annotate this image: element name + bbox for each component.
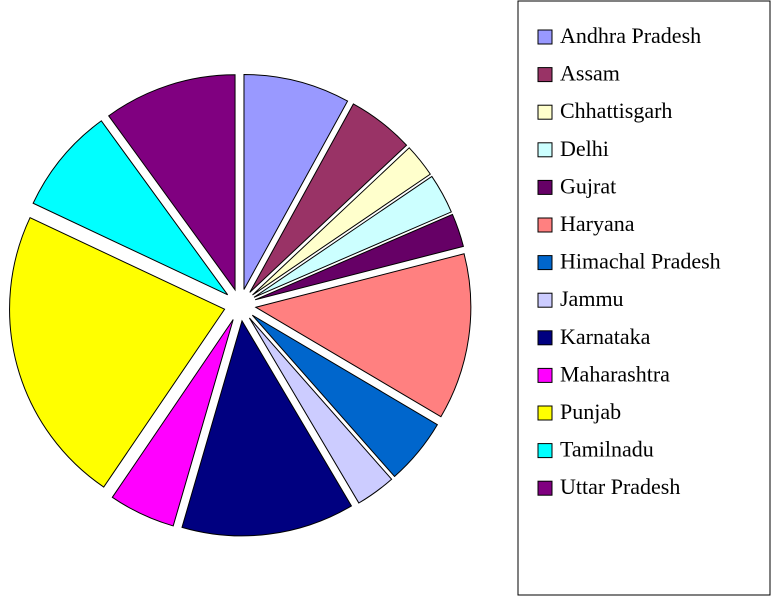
legend-swatch bbox=[537, 104, 553, 120]
pie-slice bbox=[252, 147, 432, 296]
legend-label: Haryana bbox=[560, 211, 635, 236]
legend-swatch bbox=[537, 405, 553, 421]
legend-label: Maharashtra bbox=[560, 361, 670, 386]
pie-slice bbox=[254, 213, 464, 301]
legend-label: Punjab bbox=[560, 399, 621, 424]
legend-label: Himachal Pradesh bbox=[560, 249, 721, 274]
pie-slice bbox=[253, 175, 452, 298]
pie-slice bbox=[111, 319, 234, 527]
legend-swatch bbox=[537, 67, 553, 83]
legend-swatch bbox=[537, 217, 553, 233]
legend-swatch bbox=[537, 29, 553, 45]
legend-swatch bbox=[537, 330, 553, 346]
legend-label: Jammu bbox=[560, 286, 624, 311]
pie-slice bbox=[181, 319, 353, 537]
pie-slice bbox=[107, 74, 236, 292]
legend-label: Assam bbox=[560, 61, 620, 86]
legend-swatch bbox=[537, 255, 553, 271]
pie-slice bbox=[254, 253, 472, 418]
pie-slice bbox=[32, 120, 229, 296]
pie-slice bbox=[251, 314, 439, 478]
pie-slice bbox=[9, 217, 226, 488]
legend-box bbox=[517, 0, 771, 596]
legend-label: Delhi bbox=[560, 136, 609, 161]
legend-label: Uttar Pradesh bbox=[560, 474, 680, 499]
legend-swatch bbox=[537, 292, 553, 308]
pie-slice bbox=[243, 74, 349, 290]
pie-slice bbox=[248, 317, 393, 504]
legend-label: Tamilnadu bbox=[560, 437, 654, 462]
legend-label: Andhra Pradesh bbox=[560, 23, 701, 48]
legend-swatch bbox=[537, 367, 553, 383]
legend-label: Gujrat bbox=[560, 173, 616, 198]
legend-swatch bbox=[537, 142, 553, 158]
legend-label: Karnataka bbox=[560, 324, 651, 349]
pie-slice bbox=[249, 103, 408, 293]
legend-swatch bbox=[537, 179, 553, 195]
legend-label: Chhattisgarh bbox=[560, 98, 672, 123]
legend-swatch bbox=[537, 480, 553, 496]
legend-swatch bbox=[537, 443, 553, 459]
